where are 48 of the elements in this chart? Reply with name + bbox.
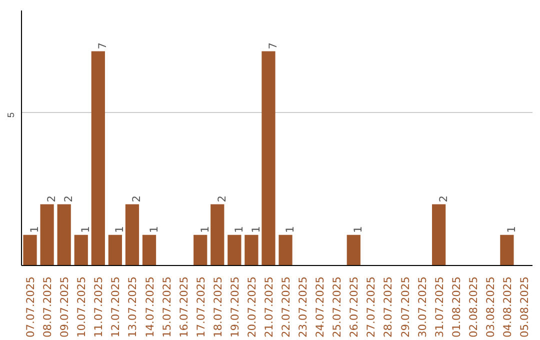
x-tick-label: 31.07.2025: [432, 276, 446, 338]
data-label: 1: [284, 226, 297, 233]
data-label: 1: [79, 226, 92, 233]
x-tick-label: 27.07.2025: [364, 276, 378, 338]
data-label: 1: [504, 226, 518, 233]
x-tick-label: 13.07.2025: [126, 276, 140, 338]
x-tick-label: 17.07.2025: [194, 276, 208, 338]
data-label: 1: [249, 226, 262, 233]
data-label: 1: [113, 226, 126, 233]
data-label: 1: [28, 226, 42, 233]
x-tick-label: 18.07.2025: [211, 276, 224, 338]
x-tick-label: 22.07.2025: [280, 276, 293, 338]
x-tick-label: 04.08.2025: [500, 276, 514, 338]
data-label: 2: [436, 195, 450, 202]
x-tick-label: 24.07.2025: [314, 276, 327, 338]
x-tick-label: 11.07.2025: [92, 276, 106, 338]
x-tick-label: 15.07.2025: [160, 276, 174, 338]
data-label: 1: [232, 226, 246, 233]
x-tick-label: 01.08.2025: [450, 276, 463, 338]
data-label: 7: [96, 42, 110, 50]
x-tick-label: 03.08.2025: [484, 276, 497, 338]
y-tick-label: 5: [6, 112, 16, 118]
x-tick-label: 02.08.2025: [466, 276, 480, 338]
data-label: 2: [45, 195, 58, 202]
x-tick-label: 30.07.2025: [416, 276, 429, 338]
data-label: 1: [352, 226, 365, 233]
x-tick-label: 20.07.2025: [245, 276, 258, 338]
data-label: 1: [198, 226, 212, 233]
x-tick-label: 25.07.2025: [330, 276, 344, 338]
x-tick-label: 21.07.2025: [262, 276, 276, 338]
x-tick-label: 29.07.2025: [398, 276, 412, 338]
data-label: 1: [147, 226, 160, 233]
x-tick-label: 23.07.2025: [296, 276, 310, 338]
x-tick-label: 16.07.2025: [177, 276, 190, 338]
data-label: 2: [130, 195, 144, 202]
data-label: 7: [266, 42, 280, 50]
x-tick-label: 12.07.2025: [109, 276, 122, 338]
x-tick-label: 10.07.2025: [75, 276, 88, 338]
x-tick-label: 09.07.2025: [58, 276, 72, 338]
data-label: 2: [215, 195, 228, 202]
x-tick-label: 19.07.2025: [228, 276, 242, 338]
data-label: 2: [62, 195, 76, 202]
x-tick-label: 28.07.2025: [382, 276, 395, 338]
x-tick-label: 08.07.2025: [41, 276, 54, 338]
x-tick-label: 05.08.2025: [518, 276, 531, 338]
x-tick-label: 14.07.2025: [143, 276, 156, 338]
x-tick-label: 07.07.2025: [24, 276, 38, 338]
x-tick-label: 26.07.2025: [348, 276, 361, 338]
